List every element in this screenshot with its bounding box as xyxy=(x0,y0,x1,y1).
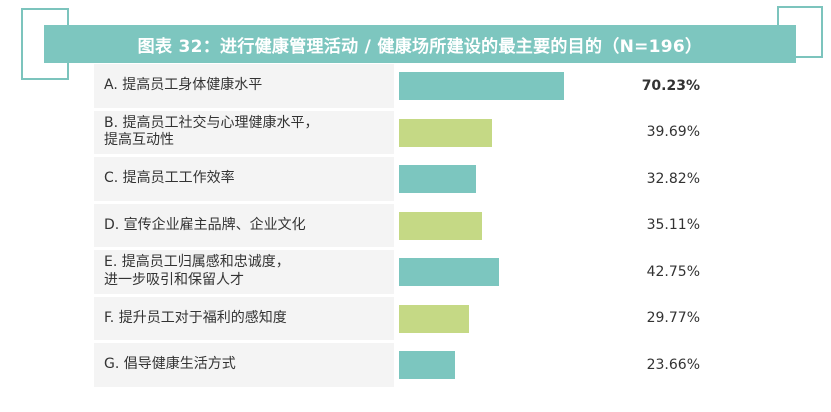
value-label: 29.77% xyxy=(646,310,700,327)
category-label: A. 提高员工身体健康水平 xyxy=(104,64,394,108)
category-label: F. 提升员工对于福利的感知度 xyxy=(104,297,394,341)
value-label: 70.23% xyxy=(641,77,700,94)
value-label: 39.69% xyxy=(646,124,700,141)
bar xyxy=(399,165,477,193)
value-label: 32.82% xyxy=(646,170,700,187)
bar xyxy=(399,211,482,240)
category-label-line: A. 提高员工身体健康水平 xyxy=(104,77,263,93)
bar-cell: 42.75% xyxy=(394,250,752,294)
value-label: 42.75% xyxy=(646,263,700,280)
category-label-line: 提高互动性 xyxy=(104,132,174,149)
chart-row: B. 提高员工社交与心理健康水平， 提高互动性 39.69% xyxy=(94,110,752,155)
category-label: C. 提高员工工作效率 xyxy=(104,157,394,201)
category-label: E. 提高员工归属感和忠诚度， 进一步吸引和保留人才 xyxy=(104,250,394,294)
bar-cell: 70.23% xyxy=(394,64,752,108)
chart-row: E. 提高员工归属感和忠诚度， 进一步吸引和保留人才 42.75% xyxy=(94,250,752,294)
chart-row: A. 提高员工身体健康水平 70.23% xyxy=(94,64,752,108)
bar-cell: 35.11% xyxy=(394,203,752,247)
bar-cell: 29.77% xyxy=(394,296,752,340)
bar-chart-table: A. 提高员工身体健康水平 70.23% B. 提高员工社交与心理健康水平， 提高互动… xyxy=(94,64,752,387)
bar xyxy=(399,304,469,333)
bar-cell: 39.69% xyxy=(394,110,752,154)
category-label: G. 倡导健康生活方式 xyxy=(104,343,394,387)
chart-title: 图表 32：进行健康管理活动 / 健康场所建设的最主要的目的（N=196） xyxy=(44,25,796,63)
chart-row: G. 倡导健康生活方式 23.66% xyxy=(94,343,752,387)
chart-row: C. 提高员工工作效率 32.82% xyxy=(94,157,752,201)
category-label-line: E. 提高员工归属感和忠诚度， xyxy=(104,254,290,271)
bar xyxy=(399,72,565,100)
category-label-line: D. 宣传企业雇主品牌、企业文化 xyxy=(104,216,306,233)
chart-row: F. 提升员工对于福利的感知度 29.77% xyxy=(94,296,752,341)
category-label-line: 进一步吸引和保留人才 xyxy=(104,271,244,288)
bar xyxy=(399,258,500,286)
bar-cell: 32.82% xyxy=(394,157,752,201)
value-label: 35.11% xyxy=(646,217,700,234)
category-label-line: B. 提高员工社交与心理健康水平， xyxy=(104,114,319,131)
category-label-line: F. 提升员工对于福利的感知度 xyxy=(104,309,287,326)
bar-cell: 23.66% xyxy=(394,343,752,387)
category-label-line: G. 倡导健康生活方式 xyxy=(104,356,236,372)
bar xyxy=(399,351,455,379)
bar xyxy=(399,118,493,147)
category-label: D. 宣传企业雇主品牌、企业文化 xyxy=(104,204,394,248)
category-label-line: C. 提高员工工作效率 xyxy=(104,170,235,186)
value-label: 23.66% xyxy=(646,356,700,373)
chart-row: D. 宣传企业雇主品牌、企业文化 35.11% xyxy=(94,203,752,248)
category-label: B. 提高员工社交与心理健康水平， 提高互动性 xyxy=(104,111,394,155)
